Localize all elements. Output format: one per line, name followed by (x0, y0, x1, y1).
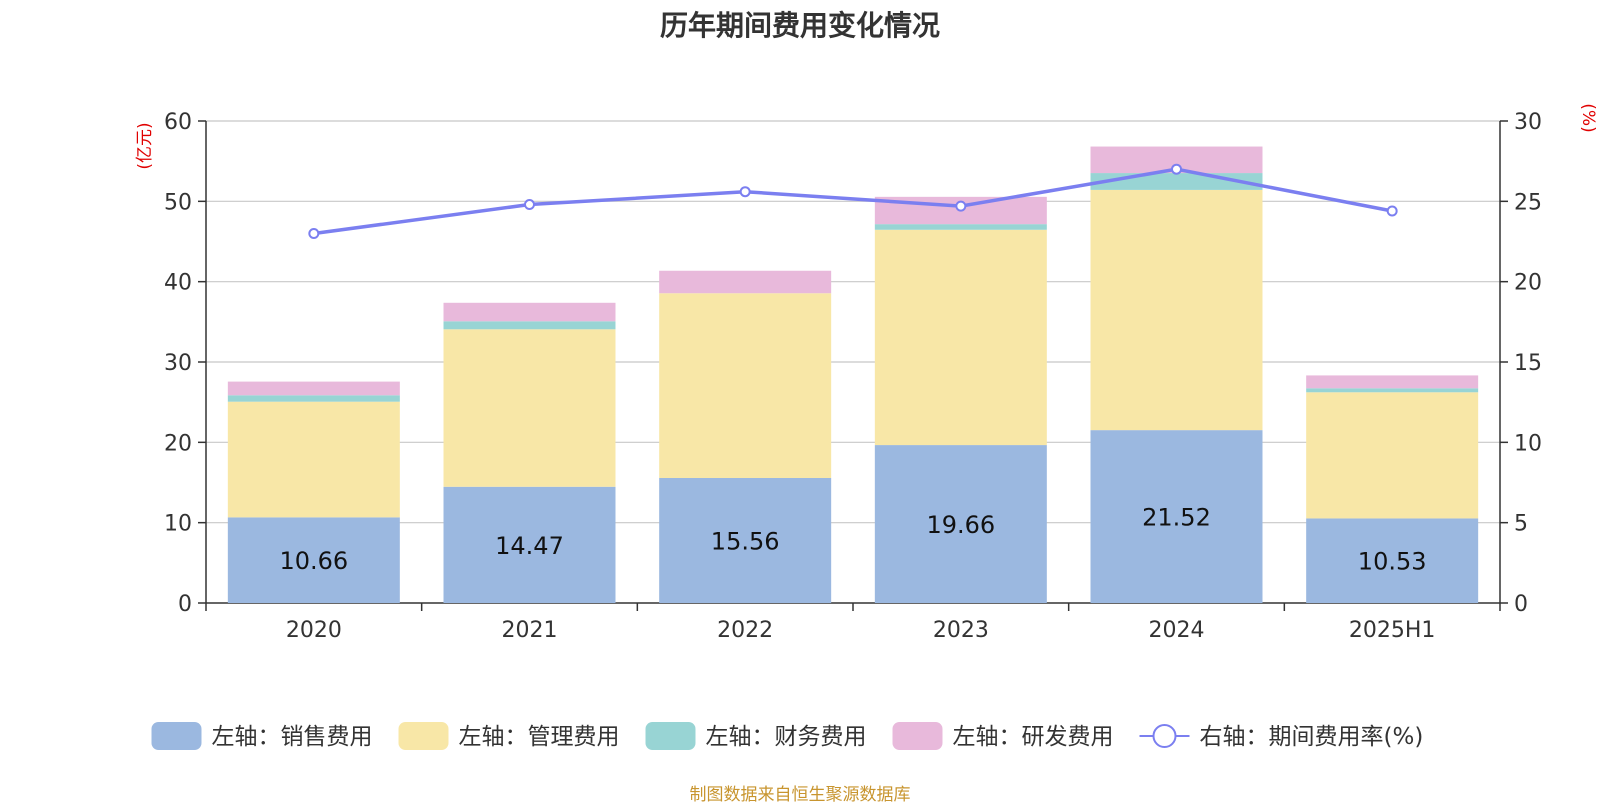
legend-marker (1152, 724, 1177, 748)
bar-segment (227, 381, 400, 396)
bar-segment (443, 329, 616, 487)
source-note: 制图数据来自恒生聚源数据库 (689, 785, 911, 805)
y-right-unit-label: (%) (1578, 103, 1598, 132)
bar-segment (659, 478, 832, 603)
legend-label: 左轴：销售费用 (212, 724, 373, 750)
rate-point (524, 199, 535, 211)
bar-segment (659, 270, 832, 294)
rate-point (308, 227, 320, 239)
bar-segment (1306, 392, 1479, 519)
legend-swatch (398, 722, 449, 750)
x-tick-label: 2021 (502, 618, 558, 643)
y-right-tick-label: 15 (1514, 351, 1542, 376)
legend-swatch (151, 722, 202, 750)
y-left-tick-label: 60 (164, 110, 192, 135)
bar-segment (1090, 430, 1263, 603)
rate-point (1386, 205, 1398, 217)
y-right-tick-label: 0 (1514, 592, 1528, 617)
y-left-tick-label: 20 (164, 431, 192, 456)
bar-value-label: 10.53 (1358, 548, 1427, 576)
bar-value-label: 10.66 (279, 547, 348, 575)
legend-label: 左轴：管理费用 (459, 724, 620, 750)
bar-segment (1306, 388, 1479, 393)
x-tick-label: 2024 (1149, 618, 1205, 643)
y-right-tick-label: 20 (1514, 271, 1542, 296)
bar-segment (1306, 518, 1479, 603)
y-right-tick-label: 30 (1514, 110, 1542, 135)
y-left-tick-label: 40 (164, 271, 192, 296)
bar-segment (443, 486, 616, 603)
bar-segment (659, 293, 832, 479)
y-left-tick-label: 30 (164, 351, 192, 376)
y-left-tick-label: 10 (164, 512, 192, 537)
legend-swatch (645, 722, 696, 750)
bar-value-label: 14.47 (495, 532, 564, 560)
bar-segment (1306, 375, 1479, 389)
chart-title: 历年期间费用变化情况 (659, 9, 940, 42)
bar-value-label: 15.56 (711, 528, 780, 556)
x-tick-label: 2020 (286, 618, 342, 643)
rate-point (955, 200, 967, 212)
x-tick-label: 2025H1 (1349, 618, 1436, 643)
rate-line (313, 167, 1393, 236)
bar-value-label: 21.52 (1142, 504, 1211, 532)
bar-segment (874, 224, 1047, 230)
x-tick-label: 2022 (717, 618, 773, 643)
legend-swatch (892, 722, 943, 750)
x-tick-label: 2023 (933, 618, 989, 643)
bar-segment (227, 517, 400, 603)
y-right-tick-label: 25 (1514, 190, 1542, 215)
bar-segment (227, 395, 400, 402)
y-left-tick-label: 50 (164, 190, 192, 215)
bar-segment (443, 302, 616, 322)
legend-label: 左轴：研发费用 (953, 724, 1114, 750)
rate-point (739, 186, 751, 198)
y-left-tick-label: 0 (178, 592, 192, 617)
rate-point (1171, 163, 1182, 175)
bar-value-label: 19.66 (926, 511, 995, 539)
bar-segment (1090, 189, 1263, 431)
bar-segment (874, 445, 1047, 603)
legend-label: 左轴：财务费用 (706, 724, 867, 750)
y-right-tick-label: 5 (1514, 512, 1528, 537)
bar-segment (227, 401, 400, 518)
y-right-tick-label: 10 (1514, 431, 1542, 456)
chart-canvas: 0 10 20 30 40 50 60 0 5 10 15 20 25 30 (亿元) (%) 2020 2021… (135, 103, 1598, 750)
bar-segment (443, 321, 616, 330)
legend-label: 右轴：期间费用率(%) (1200, 724, 1424, 750)
y-left-unit-label: (亿元) (135, 122, 155, 169)
bar-segment (874, 229, 1047, 446)
